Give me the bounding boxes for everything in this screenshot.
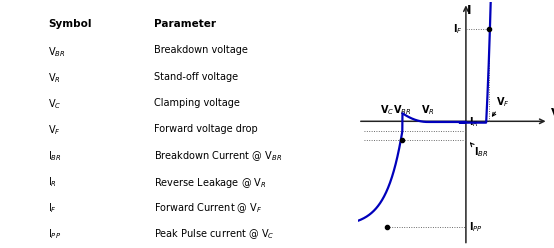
Text: V$_{C}$: V$_{C}$ <box>48 97 61 111</box>
Text: I$_{PP}$: I$_{PP}$ <box>48 227 61 241</box>
Text: Forward voltage drop: Forward voltage drop <box>153 124 257 133</box>
Text: V$_C$: V$_C$ <box>380 103 394 117</box>
Text: V$_{BR}$: V$_{BR}$ <box>393 103 412 117</box>
Text: Forward Current @ V$_{F}$: Forward Current @ V$_{F}$ <box>153 202 262 215</box>
Text: Stand-off voltage: Stand-off voltage <box>153 71 238 82</box>
Text: V$_{R}$: V$_{R}$ <box>48 71 60 85</box>
Text: Breakdown voltage: Breakdown voltage <box>153 45 248 56</box>
Text: I$_{BR}$: I$_{BR}$ <box>48 150 61 163</box>
Text: I$_F$: I$_F$ <box>453 23 463 36</box>
Text: Clamping voltage: Clamping voltage <box>153 97 239 108</box>
Text: I$_R$: I$_R$ <box>469 116 479 129</box>
Text: I$_{BR}$: I$_{BR}$ <box>474 146 488 159</box>
Text: I: I <box>467 4 471 17</box>
Text: V$_{F}$: V$_{F}$ <box>48 124 60 137</box>
Text: V$_{BR}$: V$_{BR}$ <box>48 45 65 59</box>
Text: V$_F$: V$_F$ <box>496 95 510 109</box>
Text: I$_{R}$: I$_{R}$ <box>48 176 57 189</box>
Text: Peak Pulse current @ V$_{C}$: Peak Pulse current @ V$_{C}$ <box>153 227 274 241</box>
Text: Breakdown Current @ V$_{BR}$: Breakdown Current @ V$_{BR}$ <box>153 150 282 163</box>
Text: I$_{F}$: I$_{F}$ <box>48 202 57 215</box>
Text: V$_R$: V$_R$ <box>421 103 435 117</box>
Text: Parameter: Parameter <box>153 20 216 30</box>
Text: Symbol: Symbol <box>48 20 91 30</box>
Text: Reverse Leakage @ V$_{R}$: Reverse Leakage @ V$_{R}$ <box>153 176 266 189</box>
Text: V: V <box>551 107 554 120</box>
Text: I$_{PP}$: I$_{PP}$ <box>469 220 483 234</box>
